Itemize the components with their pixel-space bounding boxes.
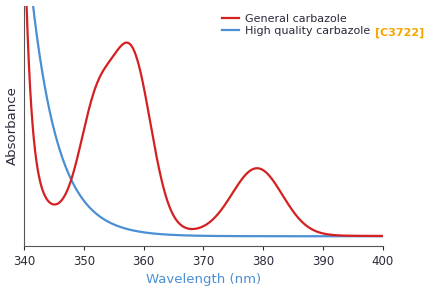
Text: [C3722]: [C3722] — [375, 28, 424, 38]
X-axis label: Wavelength (nm): Wavelength (nm) — [146, 273, 261, 286]
Y-axis label: Absorbance: Absorbance — [6, 86, 18, 165]
Legend: General carbazole, High quality carbazole : General carbazole, High quality carbazol… — [221, 13, 374, 36]
